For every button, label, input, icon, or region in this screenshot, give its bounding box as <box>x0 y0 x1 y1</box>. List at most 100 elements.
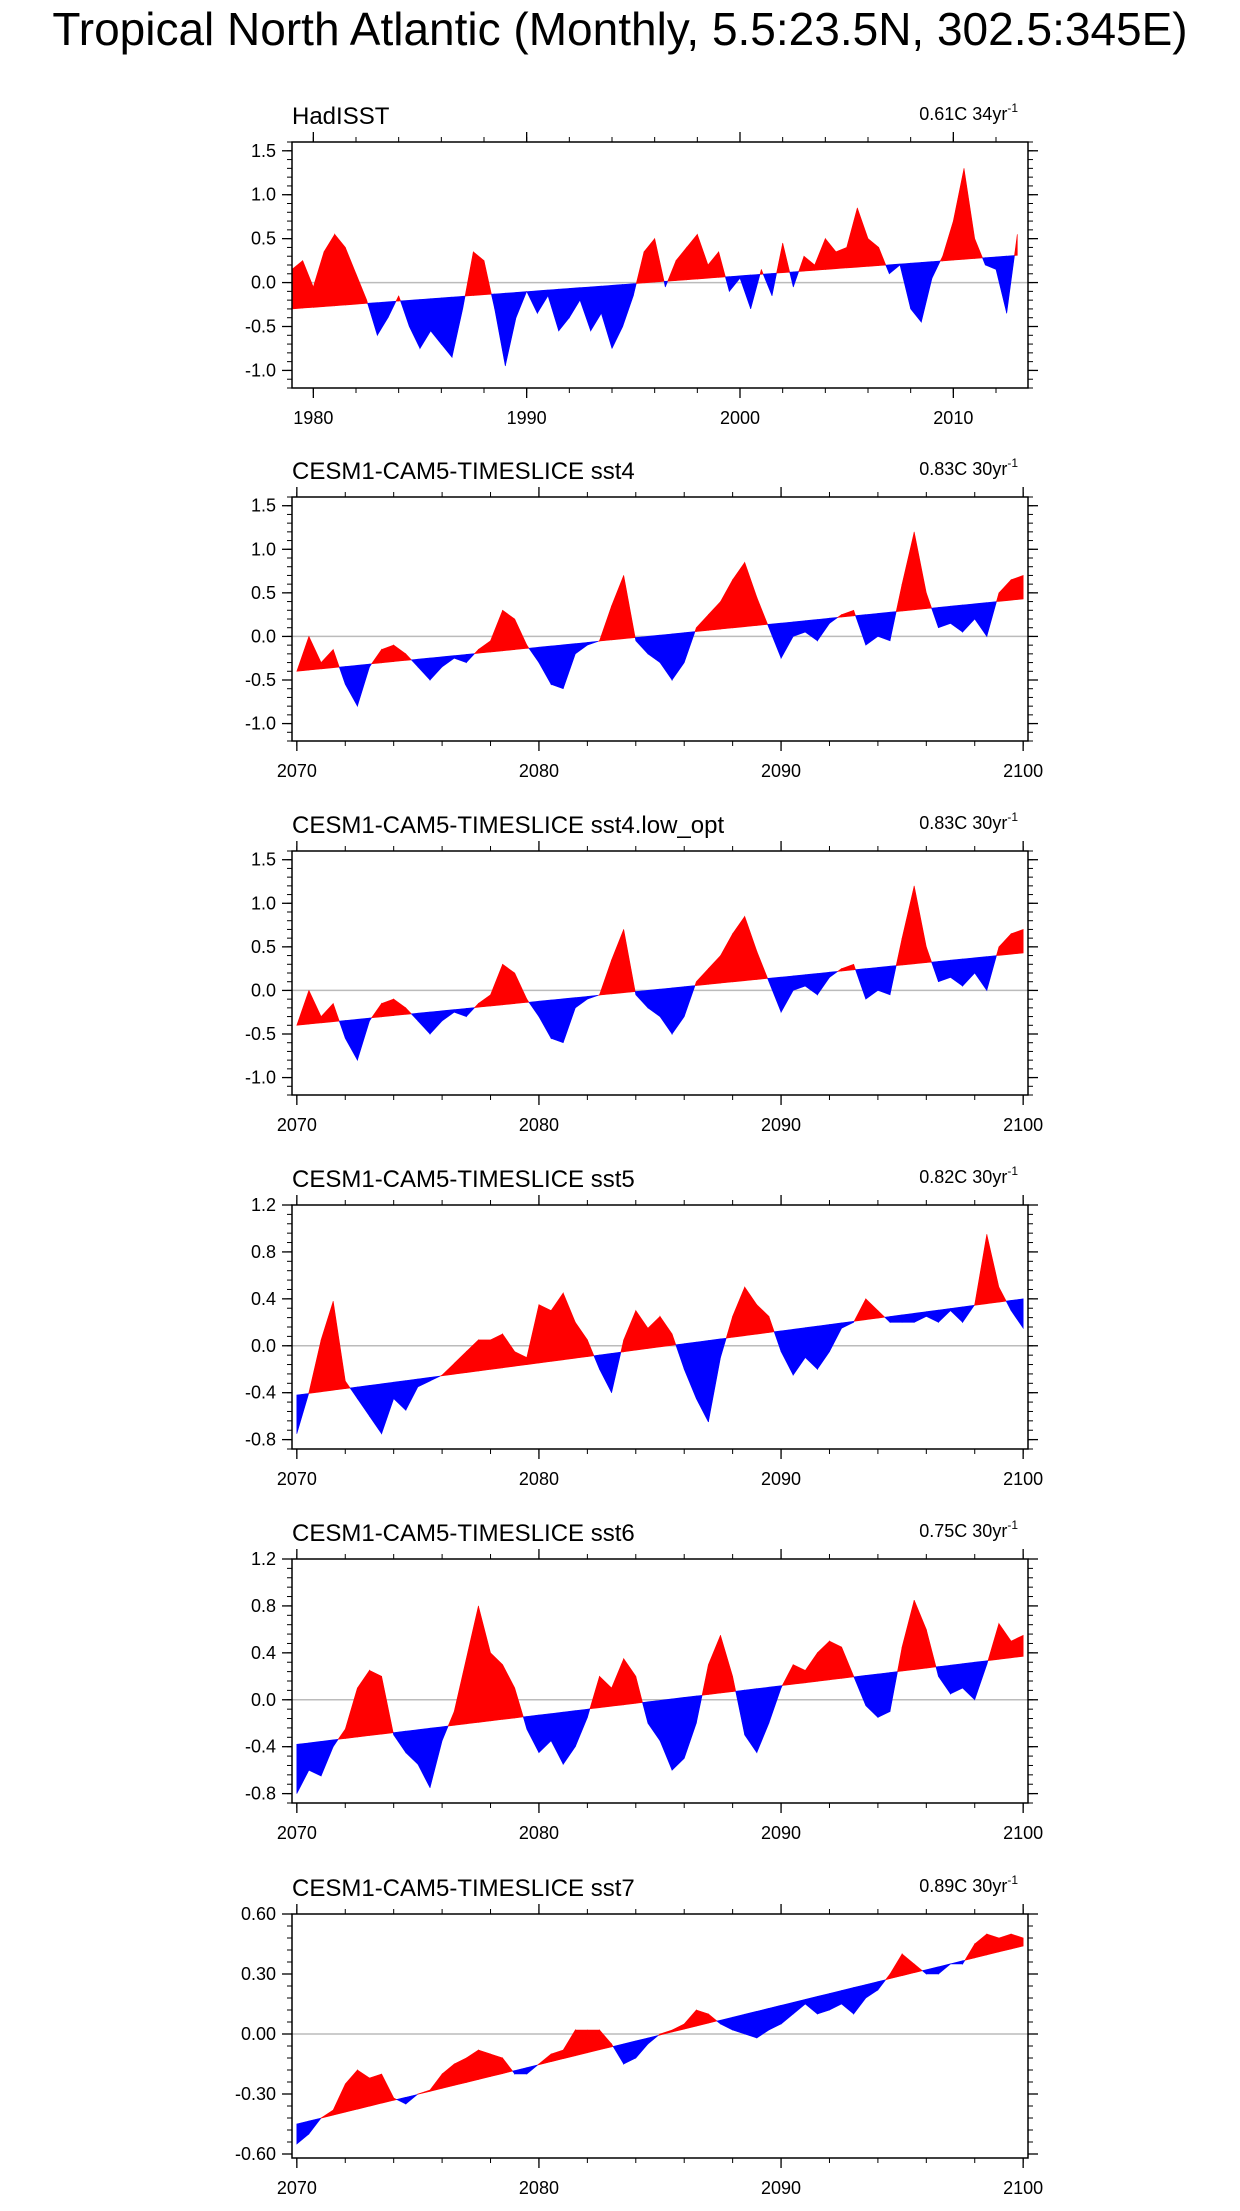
y-tick-label: 0.0 <box>251 980 276 1000</box>
positive-anomaly-area <box>473 648 479 654</box>
negative-anomaly-area <box>550 998 564 1044</box>
negative-anomaly-area <box>986 955 997 991</box>
positive-anomaly-area <box>320 2109 334 2119</box>
negative-anomaly-area <box>417 657 431 681</box>
negative-anomaly-area <box>453 654 467 664</box>
negative-anomaly-area <box>296 1393 310 1434</box>
positive-anomaly-area <box>405 1007 413 1015</box>
page-title: Tropical North Atlantic (Monthly, 5.5:23… <box>52 3 1188 55</box>
negative-anomaly-area <box>462 295 466 309</box>
negative-anomaly-area <box>889 1671 898 1712</box>
chart-title: HadISST <box>292 103 390 130</box>
negative-anomaly-area <box>417 1011 431 1035</box>
chart-title: CESM1-CAM5-TIMESLICE sst4 <box>292 458 635 485</box>
negative-anomaly-area <box>587 641 599 646</box>
y-tick-label: 0.8 <box>251 1596 276 1616</box>
positive-anomaly-area <box>867 237 880 267</box>
positive-anomaly-area <box>502 963 516 1006</box>
y-tick-label: 0.8 <box>251 1242 276 1262</box>
positive-anomaly-area <box>732 1286 746 1338</box>
negative-anomaly-area <box>453 1008 467 1018</box>
negative-anomaly-area <box>369 1383 382 1435</box>
positive-anomaly-area <box>667 260 677 282</box>
y-tick-label: 0.0 <box>251 1690 276 1710</box>
positive-anomaly-area <box>836 614 842 618</box>
negative-anomaly-area <box>744 1688 758 1754</box>
negative-anomaly-area <box>982 257 986 266</box>
negative-anomaly-area <box>429 656 443 681</box>
y-tick-label: 0.4 <box>251 1643 276 1663</box>
trend-label: 0.61C 34yr-1 <box>919 101 1018 124</box>
negative-anomaly-area <box>659 987 673 1035</box>
negative-anomaly-area <box>522 1716 528 1730</box>
positive-anomaly-area <box>963 168 976 260</box>
x-tick-label: 2100 <box>1003 2178 1043 2198</box>
positive-anomaly-area <box>913 1963 923 1974</box>
positive-anomaly-area <box>398 295 401 302</box>
negative-anomaly-area <box>853 1675 867 1706</box>
y-tick-label: -0.4 <box>245 1737 276 1757</box>
negative-anomaly-area <box>441 655 455 668</box>
positive-anomaly-area <box>381 1676 394 1735</box>
y-tick-label: 0.0 <box>251 273 276 293</box>
negative-anomaly-area <box>465 1007 476 1018</box>
positive-anomaly-area <box>708 1635 721 1695</box>
x-tick-label: 2000 <box>720 408 760 428</box>
trend-unit-superscript: -1 <box>1007 1518 1018 1532</box>
negative-anomaly-area <box>889 965 897 995</box>
negative-anomaly-area <box>735 1689 746 1736</box>
positive-anomaly-area <box>913 531 927 611</box>
positive-anomaly-area <box>464 251 474 297</box>
negative-anomaly-area <box>974 956 988 992</box>
negative-anomaly-area <box>465 653 476 664</box>
negative-anomaly-area <box>504 292 517 367</box>
negative-anomaly-area <box>732 2013 746 2035</box>
negative-anomaly-area <box>877 1979 887 1991</box>
positive-anomaly-area <box>502 1664 516 1720</box>
negative-anomaly-area <box>1006 255 1015 314</box>
x-tick-label: 2070 <box>277 1469 317 1489</box>
negative-anomaly-area <box>804 619 818 642</box>
positive-anomaly-area <box>659 1315 673 1348</box>
negative-anomaly-area <box>647 988 661 1018</box>
positive-anomaly-area <box>599 959 612 996</box>
positive-anomaly-area <box>1010 1933 1024 1950</box>
negative-anomaly-area <box>574 642 588 655</box>
negative-anomaly-area <box>1005 1300 1012 1311</box>
negative-anomaly-area <box>429 1726 443 1788</box>
positive-anomaly-area <box>792 1664 806 1685</box>
positive-anomaly-area <box>998 579 1012 602</box>
chart-panel-6: -0.60 -0.30 0.00 0.30 0.60 2070 2080 2090 2100 CE… <box>235 1873 1043 2198</box>
negative-anomaly-area <box>550 1711 564 1765</box>
anomaly-fills <box>296 1234 1024 1435</box>
negative-anomaly-area <box>938 605 951 629</box>
negative-anomaly-area <box>671 632 685 681</box>
positive-anomaly-area <box>478 1605 491 1723</box>
positive-anomaly-area <box>1010 1634 1024 1659</box>
negative-anomaly-area <box>376 301 389 337</box>
negative-anomaly-area <box>647 2035 659 2045</box>
positive-anomaly-area <box>853 1298 867 1322</box>
negative-anomaly-area <box>762 273 773 296</box>
positive-anomaly-area <box>814 238 826 271</box>
positive-anomaly-area <box>708 954 721 985</box>
positive-anomaly-area <box>841 1646 855 1679</box>
positive-anomaly-area <box>332 1003 340 1023</box>
positive-anomaly-area <box>599 605 612 642</box>
positive-anomaly-area <box>429 2073 443 2092</box>
positive-anomaly-area <box>514 1687 524 1719</box>
positive-anomaly-area <box>370 648 382 665</box>
negative-anomaly-area <box>400 299 410 327</box>
negative-anomaly-area <box>950 604 963 633</box>
negative-anomaly-area <box>986 1660 989 1665</box>
negative-anomaly-area <box>512 2070 516 2075</box>
positive-anomaly-area <box>998 1286 1007 1303</box>
chart-panel-2: -1.0 -0.5 0.0 0.5 1.0 1.5 2070 2080 2090 2100 CESM… <box>245 456 1043 781</box>
positive-anomaly-area <box>308 636 322 671</box>
negative-anomaly-area <box>558 288 570 332</box>
negative-anomaly-area <box>789 271 794 288</box>
negative-anomaly-area <box>962 603 976 633</box>
negative-anomaly-area <box>515 291 528 318</box>
positive-anomaly-area <box>732 915 746 983</box>
y-tick-label: 1.0 <box>251 893 276 913</box>
